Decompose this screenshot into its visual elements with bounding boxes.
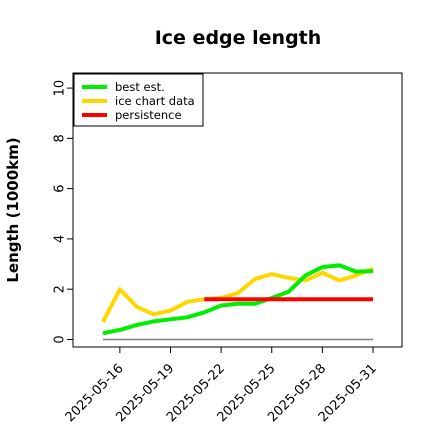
chart-marks: 02468102025-05-162025-05-192025-05-22202…: [53, 80, 380, 425]
y-tick-label-6: 6: [53, 184, 68, 192]
y-tick-label-0: 0: [53, 335, 68, 343]
plot-frame: [72, 72, 403, 348]
series-line-best-est-: [102, 263, 374, 336]
legend-label-2: persistence: [115, 108, 182, 122]
y-axis-label: Length (1000km): [4, 137, 22, 282]
y-tick-label-2: 2: [53, 285, 68, 293]
series-line-ice-chart-data: [101, 266, 374, 323]
chart-title: Ice edge length: [155, 27, 322, 49]
y-tick-label-8: 8: [53, 134, 68, 142]
legend-label-1: ice chart data: [115, 94, 195, 108]
y-tick-label-10: 10: [53, 80, 68, 97]
y-tick-label-4: 4: [53, 235, 68, 243]
legend-label-0: best est.: [115, 80, 165, 94]
